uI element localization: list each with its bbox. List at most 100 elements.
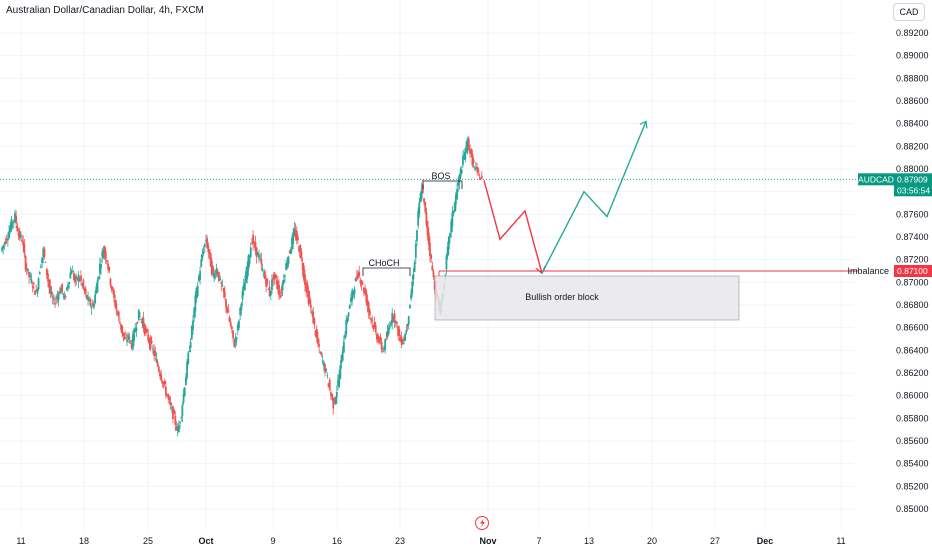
candle-body — [297, 237, 299, 241]
candle-body — [365, 290, 368, 303]
candle-body — [384, 339, 387, 350]
candle-body — [345, 319, 348, 335]
candle-body — [289, 248, 292, 255]
y-tick-label: 0.88600 — [896, 96, 929, 106]
candle-body — [4, 241, 7, 244]
candle-body — [451, 212, 454, 227]
candle-body — [193, 307, 196, 318]
candle-body — [103, 247, 106, 254]
replay-icon[interactable] — [475, 516, 489, 530]
candle-body — [280, 292, 283, 294]
candle-body — [19, 234, 22, 237]
candle-body — [238, 320, 240, 329]
candle-body — [338, 375, 341, 387]
y-tick-label: 0.89000 — [896, 51, 929, 61]
candle-body — [155, 359, 158, 363]
candle-body — [147, 334, 150, 341]
candle-body — [194, 295, 197, 312]
candle-body — [262, 274, 265, 275]
candle-body — [255, 247, 258, 258]
x-tick-label: 27 — [710, 536, 720, 546]
candle-body — [163, 381, 166, 384]
candle-body — [312, 311, 315, 324]
candle-body — [332, 397, 335, 409]
candle-body — [142, 317, 145, 328]
candle-body — [209, 253, 212, 267]
candle-body — [348, 305, 351, 309]
candle-body — [93, 303, 95, 308]
candle-body — [449, 233, 451, 238]
currency-button[interactable]: CAD — [893, 3, 925, 21]
candle-body — [399, 337, 402, 342]
candle-body — [350, 297, 352, 302]
candle-body — [364, 288, 367, 294]
candle-body — [282, 279, 285, 284]
candle-body — [317, 337, 319, 345]
candle-body — [107, 263, 110, 270]
candle-body — [164, 386, 167, 396]
candle-body — [60, 287, 62, 294]
candle-body — [221, 285, 224, 287]
candle-body — [172, 406, 174, 420]
candle-body — [256, 252, 259, 256]
candle-body — [136, 321, 139, 324]
candle-body — [133, 329, 135, 342]
candle-body — [314, 330, 317, 336]
candle-body — [414, 243, 417, 258]
candle-body — [232, 330, 234, 339]
candle-body — [17, 232, 20, 236]
candle-body — [187, 352, 190, 365]
candle-body — [143, 323, 146, 334]
candle-body — [188, 351, 191, 352]
candle-body — [83, 287, 86, 292]
bos-label: BOS — [431, 171, 450, 181]
candle-body — [293, 228, 296, 235]
candle-body — [80, 275, 82, 281]
candle-body — [269, 290, 272, 296]
candle-body — [470, 149, 473, 155]
candle-body — [88, 299, 91, 301]
candle-body — [401, 342, 404, 344]
candle-body — [120, 324, 122, 330]
candle-body — [327, 383, 330, 388]
candle-body — [2, 245, 5, 249]
candle-body — [260, 259, 263, 265]
candle-body — [246, 266, 249, 280]
projection-path — [483, 120, 648, 275]
candle-body — [15, 215, 18, 224]
candle-body — [101, 251, 104, 257]
candle-body — [266, 278, 269, 284]
candle-body — [324, 364, 326, 373]
candle-body — [148, 339, 151, 344]
grid — [0, 0, 854, 530]
candle-body — [433, 281, 436, 290]
candle-body — [259, 258, 262, 260]
candle-body — [380, 341, 383, 350]
candle-body — [161, 380, 164, 384]
candle-body — [130, 343, 133, 349]
candle-body — [427, 232, 430, 245]
candle-body — [429, 242, 431, 256]
candle-body — [166, 394, 168, 396]
candle-body — [153, 349, 155, 356]
candle-body — [457, 181, 460, 186]
candle-body — [351, 290, 354, 301]
candle-body — [201, 253, 204, 259]
candle-body — [113, 290, 115, 298]
candle-body — [275, 280, 278, 285]
candle-body — [128, 336, 131, 340]
candle-body — [446, 246, 449, 257]
candle-body — [78, 278, 81, 281]
candle-body — [106, 260, 108, 262]
candle-body — [131, 334, 134, 350]
candle-body — [346, 318, 349, 322]
candle-body — [354, 278, 357, 282]
candle-body — [183, 387, 186, 396]
candle-body — [450, 221, 453, 233]
candle-body — [279, 294, 282, 297]
candle-body — [84, 289, 87, 294]
candle-body — [370, 318, 372, 320]
candle-body — [32, 283, 35, 285]
